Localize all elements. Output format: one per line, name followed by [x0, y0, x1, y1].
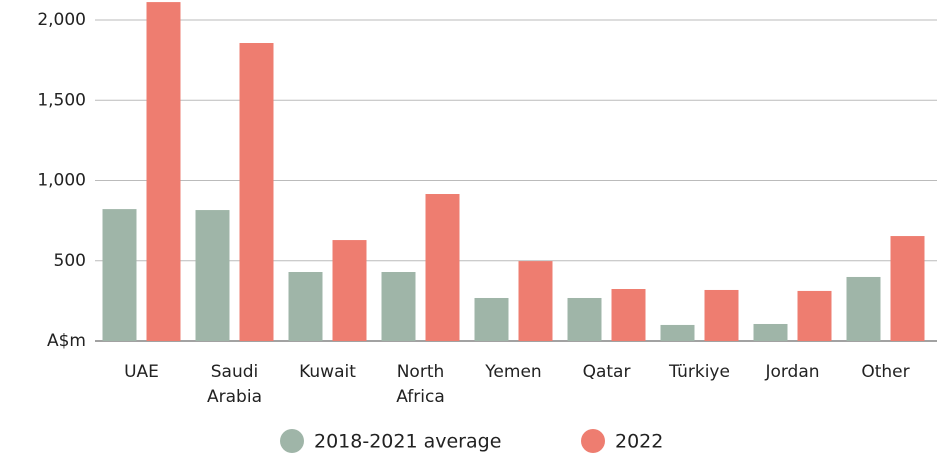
x-tick-label: Yemen	[484, 362, 541, 382]
bar	[660, 324, 695, 341]
x-tick-label: UAE	[124, 362, 159, 382]
y-tick-label: 1,000	[37, 171, 86, 191]
x-tick-label: Qatar	[583, 362, 631, 382]
legend-swatch	[280, 429, 304, 453]
bar	[890, 236, 925, 341]
bar	[518, 261, 553, 341]
legend-label: 2018-2021 average	[314, 431, 501, 453]
bar	[753, 323, 788, 341]
bar	[146, 2, 181, 341]
x-tick-label: Other	[861, 362, 909, 382]
bar	[425, 194, 460, 341]
x-tick-label: Jordan	[764, 362, 819, 382]
bar	[797, 290, 832, 341]
bar	[567, 297, 602, 341]
legend-label: 2022	[615, 431, 663, 453]
bar	[611, 289, 646, 341]
bar	[381, 271, 416, 341]
bar	[846, 276, 881, 341]
bar	[195, 210, 230, 341]
legend-swatch	[581, 429, 605, 453]
x-tick-label: Saudi Arabia	[207, 362, 262, 407]
bar	[239, 43, 274, 342]
y-tick-label: 500	[54, 251, 86, 271]
y-tick-label: A$m	[47, 331, 86, 351]
bar	[102, 209, 137, 341]
x-tick-label: North Africa	[396, 362, 445, 407]
y-tick-label: 2,000	[37, 10, 86, 30]
y-tick-label: 1,500	[37, 90, 86, 110]
bar	[332, 240, 367, 341]
bar	[474, 297, 509, 341]
x-tick-label: Kuwait	[299, 362, 356, 382]
bar	[704, 289, 739, 341]
x-tick-label: Türkiye	[668, 362, 730, 382]
bar	[288, 271, 323, 341]
